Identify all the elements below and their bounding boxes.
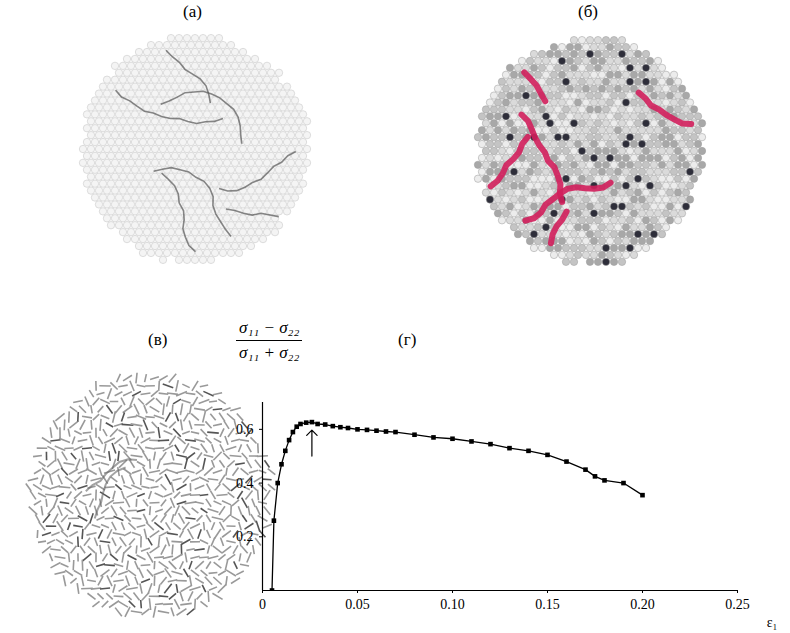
svg-text:0.25: 0.25 [725, 597, 750, 612]
html-text:(б): (б) [578, 2, 598, 21]
html-text:σ₁₁ + σ₂₂: σ₁₁ + σ₂₂ [239, 343, 300, 362]
svg-text:ε₁: ε₁ [767, 615, 778, 630]
html-text:(в): (в) [148, 330, 168, 349]
svg-text:0.6: 0.6 [236, 422, 254, 437]
svg-text:0.05: 0.05 [345, 597, 370, 612]
html-text:(г): (г) [398, 330, 417, 349]
svg-text:0.2: 0.2 [236, 529, 254, 544]
svg-text:0: 0 [259, 597, 266, 612]
svg-text:0.4: 0.4 [236, 476, 254, 491]
html-text:σ₁₁ − σ₂₂: σ₁₁ − σ₂₂ [239, 318, 300, 337]
svg-text:0.15: 0.15 [535, 597, 560, 612]
html-text:(а): (а) [183, 2, 202, 21]
svg-text:0.20: 0.20 [630, 597, 655, 612]
svg-text:0.10: 0.10 [440, 597, 465, 612]
